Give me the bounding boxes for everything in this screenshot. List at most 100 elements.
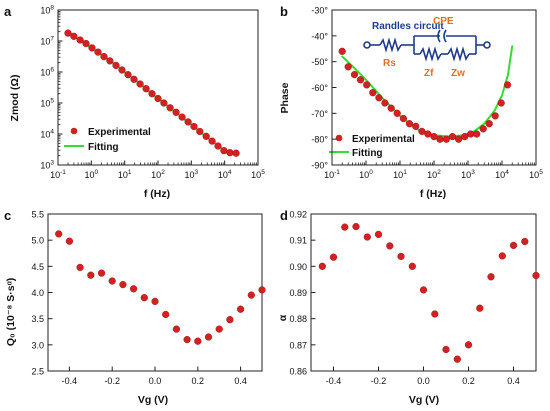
panel-a-data-point [196,127,204,136]
panel-b-data-point [424,130,432,138]
panel-a-x-tick-label: 102 [151,169,165,180]
panel-c-xlabel: Vg (V) [138,394,168,406]
panel-a-x-tick-label: 10-1 [50,169,66,180]
panel-a-data-point [142,85,150,93]
panel-c-data-point [87,271,95,279]
panel-b-y-tick-label: -60° [311,83,328,93]
panel-d-xlabel: Vg (V) [409,394,439,406]
panel-a-ylabel: Zmod (Ω) [9,75,21,122]
panel-d-y-tick-label: 0.86 [289,367,307,377]
panel-d-data-point [397,252,405,261]
panel-b-legend: Experimental Fitting [329,134,415,159]
panel-d-data-point [408,262,416,270]
panel-d-x-tick-label: -0.4 [326,376,342,386]
panel-d-y-tick-label: 0.91 [289,236,307,246]
panel-a-data-point [94,48,102,56]
panel-c-y-tick-label: 4.0 [31,288,44,298]
panel-b-y-tick-label: -30° [311,6,328,16]
panel-b-plot: 10-1 100 101 102 103 104 105 -90° -80° -70° -60° -5… [311,6,543,181]
panel-c-frame [47,213,263,372]
panel-b-data-point [369,89,377,97]
panel-a-data-point [88,44,96,52]
panel-d-data-point [498,252,506,260]
panel-b-data-point [430,133,438,141]
panel-a-data-point [220,147,228,155]
panel-a-data-point [172,108,180,116]
panel-b-data-point [393,109,401,117]
panel-b-data-point [448,133,457,141]
panel-d-x-tick-label: 0.2 [462,376,475,386]
panel-a-x-tick-label: 105 [251,169,265,180]
panel-c-data-point [151,297,159,306]
panel-b-data-point [375,94,383,102]
panel-b-data-point [473,130,481,138]
panel-b-data-point [344,63,352,71]
panel-b-x-tick-label: 103 [461,169,475,180]
panel-c-data-point [226,316,234,324]
panel-d-x-tick-label: 0.0 [417,376,430,386]
panel-b-data-point [442,135,450,143]
panel-d-data-point [509,241,518,250]
panel-b-y-tick-label: -90° [311,161,328,171]
panel-c-data-point [55,230,63,238]
panel-b-x-tick-label: 105 [529,169,543,180]
panel-b-data-point [491,112,499,120]
panel-a-data-point [178,113,186,121]
panel-a-data-point [226,149,234,157]
panel-a-data-point [154,94,162,103]
legend-a-fitting-label: Fitting [88,142,119,153]
panel-b-data-point [479,125,487,133]
panel-b-data-point [503,81,512,89]
panel-c-data-point [140,294,148,302]
panel-a-x-tick-label: 103 [185,169,199,180]
legend-b-experimental-label: Experimental [352,134,415,145]
panel-a-data-point [214,142,222,150]
panel-c-data-point [97,269,106,277]
panel-b-x-tick-label: 104 [495,169,509,180]
panel-b-data-point [363,81,371,89]
panel-c-x-tick-label: -0.2 [104,376,120,386]
panel-d-y-tick-label: 0.89 [289,288,307,298]
panel-a-y-tick-label: 103 [40,160,54,171]
inset-label-rs: Rs [383,58,396,69]
panel-a-data-point [202,132,210,140]
panel-d-data-point [363,233,371,241]
panel-b-data-point [412,122,420,130]
panel-a-data-point [118,66,126,74]
panel-a-data-point [112,61,120,70]
panel-d-y-tick-label: 0.87 [289,340,307,350]
panel-a-data-point [76,36,84,44]
panel-a-x-tick-label: 104 [218,169,232,180]
panel-d-data-point [442,345,450,354]
panel-d-data-point [374,230,383,239]
panel-c-data-point [247,291,255,299]
panel-d-data-point [419,286,428,294]
legend-b-experimental-marker [335,134,343,142]
inset-label-zf: Zf [424,68,434,79]
panel-d-data-point [532,271,540,280]
panel-c-y-tick-label: 4.5 [31,262,44,272]
panel-c-data-point [215,325,223,333]
panel-label-c: c [4,208,11,223]
panel-a-y-tick-label: 107 [40,36,54,47]
panel-b-data-point [455,135,463,143]
panel-d-data-point [487,273,495,281]
panel-b-data-point [467,130,475,138]
panel-a-data-point [100,52,108,61]
panel-b-data-point [338,47,346,55]
panel-d-data-point [352,223,360,231]
panel-b-y-tick-label: -80° [311,135,328,145]
panel-a-legend: Experimental Fitting [64,127,151,153]
inset-label-zw: Zw [451,68,465,79]
panel-c-data-point [65,237,74,245]
panel-c-y-tick-label: 3.5 [31,314,44,324]
panel-a-y-tick-label: 106 [40,67,54,78]
panel-b-data-point [485,120,493,128]
panel-c-y-tick-label: 2.5 [31,367,44,377]
panel-b-x-tick-label: 101 [393,169,407,180]
panel-d-y-tick-label: 0.90 [289,262,307,272]
panel-a-data-point [148,90,156,98]
panel-d-data-point [464,341,473,349]
panel-c-data-point [237,305,245,313]
